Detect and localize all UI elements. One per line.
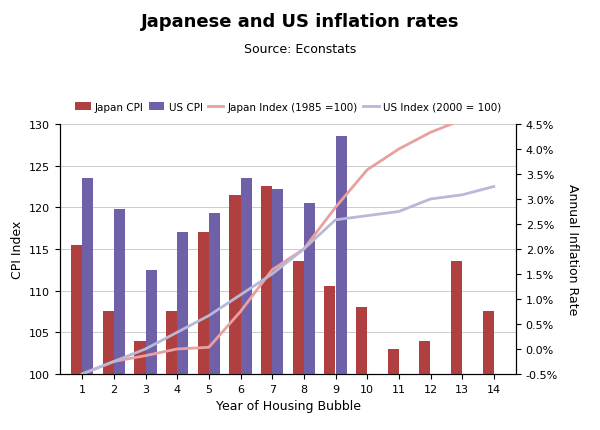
US Index (2000 = 100) bbox=[427, 197, 434, 202]
Bar bbox=[483, 312, 494, 430]
Text: Japanese and US inflation rates: Japanese and US inflation rates bbox=[141, 13, 459, 31]
Bar bbox=[356, 307, 367, 430]
Y-axis label: CPI Index: CPI Index bbox=[11, 220, 23, 279]
US Index (2000 = 100) bbox=[490, 184, 497, 190]
Bar bbox=[419, 341, 430, 430]
Japan Index (1985 =100) bbox=[79, 372, 86, 377]
US Index (2000 = 100) bbox=[332, 218, 339, 223]
US Index (2000 = 100) bbox=[142, 347, 149, 352]
Bar bbox=[261, 187, 272, 430]
Bar bbox=[146, 270, 157, 430]
Japan Index (1985 =100) bbox=[173, 347, 181, 352]
Japan Index (1985 =100) bbox=[490, 105, 497, 111]
US Index (2000 = 100) bbox=[173, 330, 181, 335]
Bar bbox=[451, 262, 462, 430]
US Index (2000 = 100) bbox=[395, 209, 403, 215]
Japan Index (1985 =100) bbox=[395, 147, 403, 152]
US Index (2000 = 100) bbox=[364, 214, 371, 219]
US Index (2000 = 100) bbox=[237, 292, 244, 298]
Bar bbox=[272, 190, 283, 430]
Japan Index (1985 =100) bbox=[110, 359, 118, 364]
US Index (2000 = 100) bbox=[205, 313, 212, 319]
Bar bbox=[293, 262, 304, 430]
Japan Index (1985 =100) bbox=[142, 353, 149, 358]
Bar bbox=[304, 204, 315, 430]
Japan Index (1985 =100) bbox=[458, 118, 466, 123]
US Index (2000 = 100) bbox=[300, 247, 307, 252]
Line: US Index (2000 = 100): US Index (2000 = 100) bbox=[82, 187, 494, 374]
Bar bbox=[209, 214, 220, 430]
Bar bbox=[166, 312, 177, 430]
Bar bbox=[114, 209, 125, 430]
Bar bbox=[241, 179, 251, 430]
US Index (2000 = 100) bbox=[269, 272, 276, 277]
Bar bbox=[82, 179, 93, 430]
US Index (2000 = 100) bbox=[79, 372, 86, 377]
Y-axis label: Annual Inflation Rate: Annual Inflation Rate bbox=[566, 184, 579, 315]
Line: Japan Index (1985 =100): Japan Index (1985 =100) bbox=[82, 108, 494, 374]
Bar bbox=[388, 349, 399, 430]
Bar bbox=[103, 312, 114, 430]
Japan Index (1985 =100) bbox=[205, 345, 212, 350]
Bar bbox=[134, 341, 146, 430]
Bar bbox=[229, 195, 241, 430]
X-axis label: Year of Housing Bubble: Year of Housing Bubble bbox=[215, 399, 361, 412]
Japan Index (1985 =100) bbox=[300, 247, 307, 252]
US Index (2000 = 100) bbox=[110, 359, 118, 364]
Legend: Japan CPI, US CPI, Japan Index (1985 =100), US Index (2000 = 100): Japan CPI, US CPI, Japan Index (1985 =10… bbox=[73, 100, 503, 114]
Bar bbox=[198, 233, 209, 430]
Bar bbox=[335, 137, 347, 430]
Japan Index (1985 =100) bbox=[427, 130, 434, 135]
Bar bbox=[325, 287, 335, 430]
Japan Index (1985 =100) bbox=[269, 267, 276, 273]
Japan Index (1985 =100) bbox=[364, 168, 371, 173]
US Index (2000 = 100) bbox=[458, 193, 466, 198]
Japan Index (1985 =100) bbox=[332, 205, 339, 210]
Bar bbox=[177, 233, 188, 430]
Japan Index (1985 =100) bbox=[237, 309, 244, 314]
Bar bbox=[71, 245, 82, 430]
Text: Source: Econstats: Source: Econstats bbox=[244, 43, 356, 56]
